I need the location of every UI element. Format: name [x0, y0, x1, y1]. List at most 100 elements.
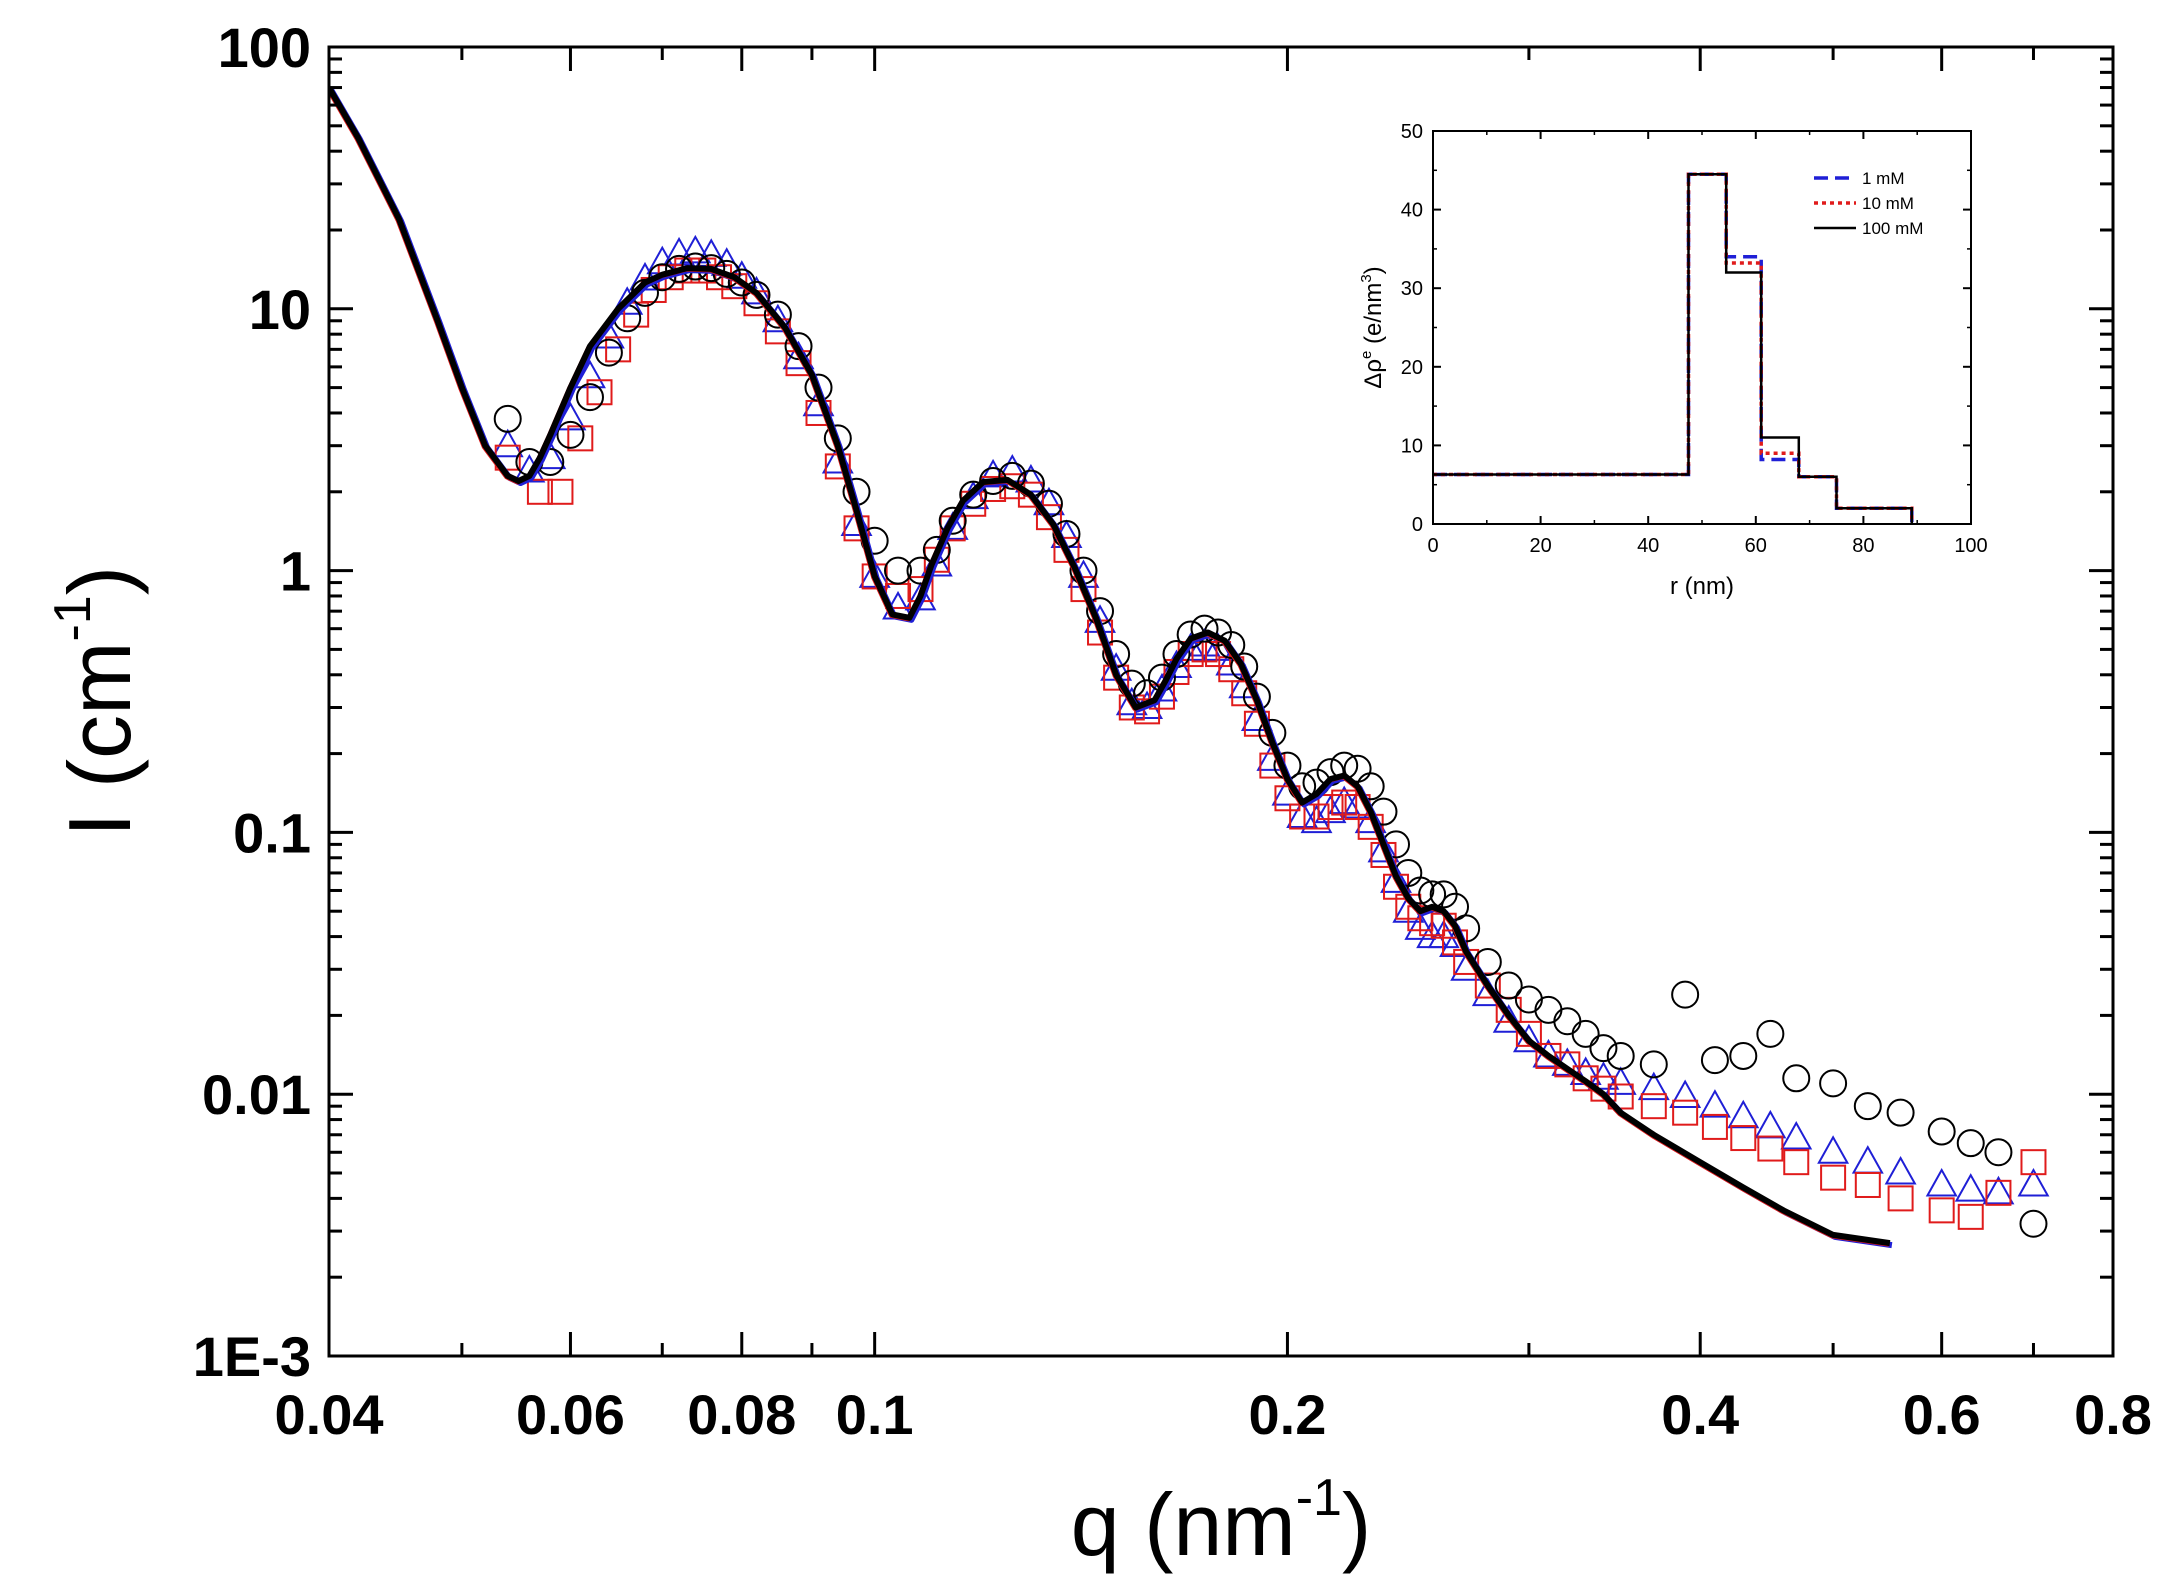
triangle-marker — [858, 559, 891, 588]
square-marker — [1070, 576, 1097, 603]
circle-marker — [1886, 1098, 1915, 1127]
triangle-marker — [1851, 1145, 1884, 1174]
circle-marker — [1956, 1129, 1985, 1158]
inset-y-tick-label: 30 — [1401, 278, 1423, 300]
triangle-marker — [491, 428, 524, 458]
square-marker — [1331, 789, 1358, 816]
x-tick-label: 0.08 — [687, 1383, 796, 1446]
circle-marker — [1700, 1046, 1729, 1075]
circle-marker — [1534, 995, 1563, 1024]
y-tick-label: 1 — [280, 540, 311, 603]
inset-y-tick-label: 50 — [1401, 121, 1423, 143]
triangle-marker — [1754, 1109, 1787, 1139]
circle-marker — [1441, 892, 1470, 921]
triangle-marker — [1380, 864, 1412, 893]
inset-legend: 1 mM 10 mM 100 mM — [1814, 169, 1923, 238]
triangle-marker — [1637, 1071, 1670, 1101]
legend-label: 10 mM — [1862, 194, 1914, 213]
triangle-marker — [782, 340, 815, 370]
triangle-marker — [1328, 785, 1361, 815]
circle-marker — [1217, 630, 1246, 659]
main-plot-frame — [327, 45, 2115, 1358]
triangle-marker — [1367, 833, 1400, 863]
circle-marker — [1782, 1064, 1811, 1093]
square-marker — [1820, 1164, 1847, 1191]
inset-x-tick-label: 60 — [1745, 535, 1767, 557]
circle-marker — [1553, 1007, 1582, 1036]
circle-marker — [1671, 980, 1700, 1009]
square-marker — [1757, 1135, 1784, 1162]
circle-marker — [1589, 1034, 1618, 1063]
circle-marker — [1571, 1019, 1600, 1048]
main-plot-area — [329, 86, 2050, 1249]
inset-y-tick-label: 20 — [1401, 357, 1423, 379]
circle-marker — [594, 338, 623, 367]
inset-x-tick-label: 20 — [1529, 535, 1551, 557]
x-tick-label: 0.8 — [2074, 1383, 2152, 1446]
square-marker — [1572, 1065, 1599, 1092]
triangle-marker — [904, 581, 937, 611]
square-marker — [1854, 1171, 1881, 1198]
circle-marker — [1927, 1117, 1956, 1146]
inset-y-axis-title: Δρe (e/nm3) — [1358, 266, 1387, 388]
fit-curve-100mM — [329, 86, 1891, 1247]
inset-background — [1433, 131, 1971, 524]
square-marker — [1928, 1197, 1955, 1224]
circle-marker — [1639, 1050, 1668, 1079]
legend-label: 100 mM — [1862, 219, 1923, 238]
triangle-marker — [1884, 1155, 1917, 1185]
square-marker — [1035, 504, 1062, 531]
triangle-marker — [1817, 1135, 1850, 1164]
circle-marker — [1606, 1041, 1635, 1070]
circle-marker — [648, 263, 677, 292]
square-marker — [999, 473, 1026, 500]
square-marker — [605, 336, 632, 363]
y-axis-ticks — [329, 45, 2113, 1358]
square-marker — [547, 478, 574, 505]
square-marker — [1957, 1203, 1984, 1230]
circle-marker — [1494, 971, 1523, 1000]
y-tick-label: 10 — [249, 278, 311, 341]
y-tick-label: 100 — [218, 16, 311, 79]
y-tick-label: 0.01 — [202, 1063, 311, 1126]
circle-marker — [1190, 614, 1219, 643]
y-axis-title: I (cm-1) — [44, 566, 149, 837]
inset-y-tick-label: 10 — [1401, 435, 1423, 457]
circle-marker — [575, 383, 604, 412]
circle-marker — [1984, 1138, 2013, 1167]
triangle-marker — [1698, 1089, 1731, 1118]
triangle-marker — [1286, 799, 1319, 829]
square-marker — [1701, 1113, 1728, 1140]
inset-x-axis-title: r (nm) — [1670, 573, 1734, 600]
circle-marker — [1819, 1069, 1848, 1098]
inset-x-tick-label: 100 — [1954, 535, 1987, 557]
y-tick-label: 0.1 — [233, 801, 311, 864]
x-tick-label: 0.1 — [836, 1383, 914, 1446]
circle-marker — [1756, 1019, 1785, 1048]
triangle-marker — [1314, 794, 1347, 824]
series-circle-markers — [493, 252, 2048, 1238]
circle-marker — [556, 420, 585, 449]
triangle-marker — [679, 234, 712, 264]
legend-label: 1 mM — [1862, 169, 1905, 188]
triangle-marker — [1982, 1175, 2015, 1205]
triangle-marker — [1727, 1099, 1760, 1129]
square-marker — [1053, 536, 1080, 563]
x-tick-label: 0.04 — [275, 1383, 384, 1446]
x-tick-label: 0.4 — [1661, 1383, 1739, 1446]
square-marker — [1535, 1042, 1562, 1069]
circle-marker — [742, 280, 771, 309]
square-marker — [1730, 1125, 1757, 1152]
inset-x-tick-label: 40 — [1637, 535, 1659, 557]
square-marker — [1985, 1179, 2012, 1206]
square-marker — [1017, 481, 1044, 508]
inset-y-tick-label: 40 — [1401, 200, 1423, 222]
square-marker — [1134, 698, 1161, 725]
square-marker — [2020, 1149, 2047, 1176]
inset-x-tick-label: 0 — [1427, 535, 1438, 557]
triangle-marker — [1669, 1079, 1702, 1108]
inset-density-profile-chart: 0 20 40 60 80 100 0 10 20 30 40 50 r (nm) Δρe (e/nm3)… — [1358, 121, 1988, 600]
x-axis-title: q (nm-1) — [1071, 1469, 1372, 1574]
